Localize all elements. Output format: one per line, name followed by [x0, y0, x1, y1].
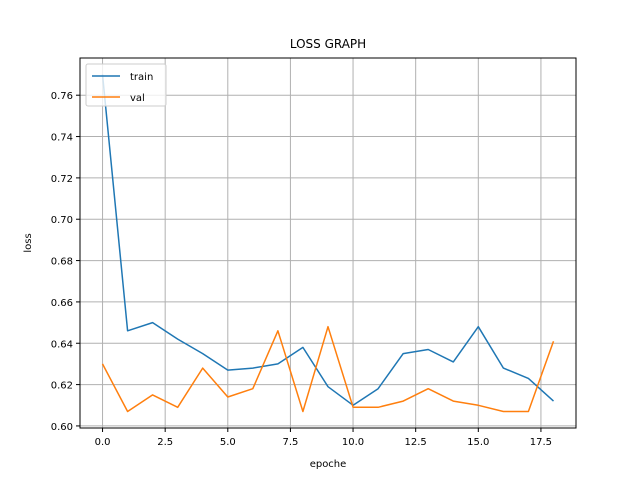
- x-tick-label: 0.0: [95, 437, 111, 448]
- y-axis-label: loss: [23, 233, 34, 252]
- y-tick-label: 0.72: [51, 174, 73, 185]
- y-tick-label: 0.66: [51, 298, 73, 309]
- x-tick-label: 12.5: [405, 437, 427, 448]
- y-tick-label: 0.62: [51, 381, 73, 392]
- grid: [80, 58, 576, 428]
- y-tick-label: 0.74: [51, 133, 73, 144]
- y-tick-label: 0.68: [51, 257, 73, 268]
- chart-title: LOSS GRAPH: [290, 37, 366, 51]
- axis-ticks: 0.0 2.5 5.0 7.5 10.0 12.5 15.0 17.5 0.60 0.62 0.64…: [51, 91, 552, 448]
- legend-label-train: train: [130, 72, 153, 83]
- plot-frame: [79, 57, 577, 429]
- y-tick-label: 0.70: [51, 215, 73, 226]
- series-line-val: [101, 325, 555, 413]
- y-tick-label: 0.64: [51, 339, 73, 350]
- x-tick-label: 7.5: [282, 437, 298, 448]
- y-tick-label: 0.60: [51, 422, 73, 433]
- x-tick-label: 10.0: [342, 437, 364, 448]
- x-tick-label: 15.0: [467, 437, 489, 448]
- x-axis-label: epoche: [310, 459, 347, 470]
- legend: train val: [85, 63, 167, 107]
- legend-label-val: val: [130, 93, 145, 104]
- x-tick-label: 2.5: [157, 437, 173, 448]
- series-line-train: [101, 74, 555, 407]
- y-tick-label: 0.76: [51, 91, 73, 102]
- series-lines: [101, 74, 555, 413]
- legend-box: [85, 63, 167, 107]
- x-tick-label: 5.0: [220, 437, 236, 448]
- x-tick-label: 17.5: [530, 437, 552, 448]
